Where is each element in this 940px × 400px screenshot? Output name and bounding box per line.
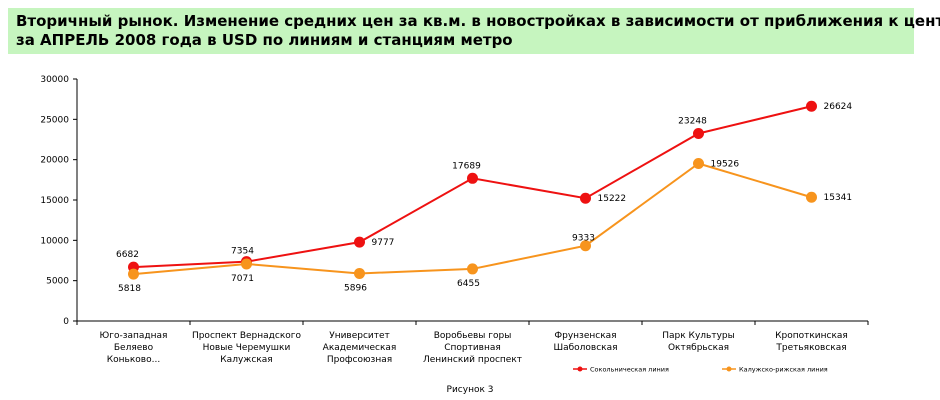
x-tick-label: Шаболовская bbox=[553, 343, 617, 353]
data-label: 17689 bbox=[452, 161, 481, 171]
legend-label: Сокольническая линия bbox=[590, 366, 669, 374]
y-tick-label: 5000 bbox=[46, 277, 69, 287]
figure-caption: Рисунок 3 bbox=[446, 385, 494, 395]
data-label: 7354 bbox=[231, 247, 254, 257]
x-tick-label: Кропоткинская bbox=[775, 331, 848, 341]
x-tick-label: Октябрьская bbox=[668, 343, 729, 353]
chart-title: Вторичный рынок. Изменение средних цен з… bbox=[8, 8, 940, 54]
x-tick-label: Ленинский проспект bbox=[423, 355, 522, 365]
legend-marker bbox=[726, 366, 732, 372]
data-label: 5896 bbox=[344, 283, 367, 293]
x-tick-label: Профсоюзная bbox=[327, 355, 392, 365]
y-tick-label: 10000 bbox=[40, 236, 69, 246]
data-label: 7071 bbox=[231, 274, 254, 284]
data-label: 9333 bbox=[572, 234, 595, 244]
y-tick-label: 15000 bbox=[40, 196, 69, 206]
series-line bbox=[133, 105, 812, 269]
data-label: 19526 bbox=[711, 159, 740, 169]
data-point bbox=[128, 268, 139, 280]
data-label: 23248 bbox=[678, 116, 707, 126]
y-tick-label: 20000 bbox=[40, 156, 69, 166]
data-point bbox=[806, 191, 817, 203]
x-tick-label: Третьяковская bbox=[775, 343, 846, 353]
x-tick-label: Калужская bbox=[220, 355, 272, 365]
data-point bbox=[693, 157, 704, 169]
data-label: 5818 bbox=[118, 284, 141, 294]
y-tick-label: 25000 bbox=[40, 115, 69, 125]
x-tick-label: Парк Культуры bbox=[662, 331, 734, 341]
y-tick-label: 30000 bbox=[40, 75, 69, 85]
data-label: 9777 bbox=[372, 238, 395, 248]
data-point bbox=[467, 263, 478, 275]
x-tick-label: Проспект Вернадского bbox=[192, 331, 302, 341]
data-label: 6682 bbox=[116, 250, 139, 260]
data-point bbox=[241, 258, 252, 270]
x-tick-label: Юго-западная bbox=[100, 331, 168, 341]
data-label: 15341 bbox=[824, 193, 853, 203]
data-label: 15222 bbox=[598, 194, 627, 204]
x-tick-label: Беляево bbox=[114, 343, 154, 353]
x-tick-label: Спортивная bbox=[444, 343, 501, 353]
x-tick-label: Фрунзенская bbox=[554, 331, 616, 341]
y-tick-label: 0 bbox=[63, 317, 69, 327]
legend-label: Калужско-рижская линия bbox=[739, 366, 828, 374]
data-point bbox=[354, 236, 365, 248]
x-tick-label: Университет bbox=[329, 331, 390, 341]
x-tick-label: Новые Черемушки bbox=[203, 343, 291, 353]
data-point bbox=[580, 192, 591, 204]
data-point bbox=[580, 240, 591, 252]
data-point bbox=[467, 172, 478, 184]
data-point bbox=[693, 127, 704, 139]
x-tick-label: Воробьевы горы bbox=[434, 331, 512, 341]
chart-title-line-1: Вторичный рынок. Изменение средних цен з… bbox=[16, 12, 940, 30]
x-tick-label: Академическая bbox=[323, 343, 397, 353]
chart-title-line-2: за АПРЕЛЬ 2008 года в USD по линиям и ст… bbox=[16, 31, 513, 49]
data-point bbox=[354, 267, 365, 279]
data-label: 26624 bbox=[824, 102, 853, 112]
data-point bbox=[806, 100, 817, 112]
data-label: 6455 bbox=[457, 279, 480, 289]
x-tick-label: Коньково... bbox=[107, 355, 160, 365]
legend-marker bbox=[577, 366, 583, 372]
